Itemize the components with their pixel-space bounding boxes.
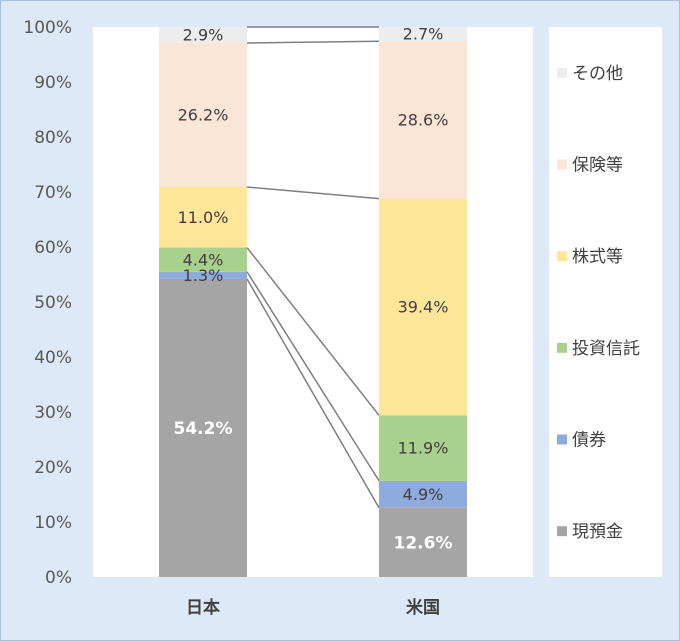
series-line bbox=[246, 40, 380, 44]
series-line bbox=[246, 247, 380, 416]
bar-segment-0-0 bbox=[159, 278, 247, 577]
legend-swatch bbox=[557, 159, 567, 170]
data-label: 2.9% bbox=[183, 26, 224, 45]
bar-segment-1-3 bbox=[379, 198, 467, 416]
bars-group bbox=[159, 27, 467, 577]
legend-label: 投資信託 bbox=[572, 339, 640, 359]
legend-label: 株式等 bbox=[572, 247, 623, 267]
x-category-label: 日本 bbox=[186, 597, 220, 618]
data-label: 2.7% bbox=[403, 24, 444, 43]
legend-swatch bbox=[557, 526, 567, 537]
y-tick-label: 100% bbox=[23, 18, 72, 38]
data-label: 11.9% bbox=[398, 439, 449, 458]
legend-swatch bbox=[557, 67, 567, 78]
data-label: 54.2% bbox=[174, 419, 233, 439]
bar-segment-0-3 bbox=[159, 187, 247, 248]
legend-label: 債券 bbox=[572, 430, 606, 450]
x-category-label: 米国 bbox=[406, 597, 440, 618]
x-axis-labels: 日本 米国 bbox=[186, 597, 440, 618]
bar-segment-1-0 bbox=[379, 507, 467, 577]
bar-segment-1-5 bbox=[379, 27, 467, 42]
y-tick-label: 80% bbox=[34, 128, 72, 148]
bar-segment-1-2 bbox=[379, 415, 467, 481]
data-label: 39.4% bbox=[398, 298, 449, 317]
legend-item: 投資信託 bbox=[557, 339, 640, 359]
bar-segment-0-4 bbox=[159, 42, 247, 188]
legend-item: 保険等 bbox=[557, 155, 623, 175]
data-label: 28.6% bbox=[398, 111, 449, 130]
y-tick-label: 0% bbox=[45, 568, 72, 588]
data-label: 12.6% bbox=[394, 533, 453, 553]
bar-segment-1-1 bbox=[379, 480, 467, 508]
data-label: 4.4% bbox=[183, 250, 224, 269]
data-labels-group: 54.2% 1.3%4.4% 11.0% 26.2% 2.9% 12.6% 4.9% 11.9… bbox=[174, 24, 453, 553]
data-label: 1.3% bbox=[183, 266, 224, 285]
data-label: 26.2% bbox=[178, 106, 229, 125]
legend-box bbox=[549, 27, 662, 577]
legend-item: 株式等 bbox=[557, 247, 623, 267]
y-tick-label: 20% bbox=[34, 458, 72, 478]
bar-segment-1-4 bbox=[379, 41, 467, 199]
y-tick-label: 70% bbox=[34, 183, 72, 203]
legend-swatch bbox=[557, 434, 567, 445]
legend-label: 現預金 bbox=[572, 522, 623, 542]
legend-item: 債券 bbox=[557, 430, 606, 450]
legend-item: その他 bbox=[557, 64, 623, 84]
y-tick-label: 10% bbox=[34, 513, 72, 533]
legend-swatch bbox=[557, 251, 567, 262]
series-lines-group bbox=[246, 26, 380, 509]
data-label: 4.9% bbox=[403, 485, 444, 504]
bar-segment-0-5 bbox=[159, 27, 247, 43]
data-label: 11.0% bbox=[178, 208, 229, 227]
y-axis-labels: 0% 10% 20% 30% 40% 50% 60% 70% 80% 90% 100% bbox=[23, 18, 72, 588]
y-tick-label: 90% bbox=[34, 73, 72, 93]
y-tick-label: 40% bbox=[34, 348, 72, 368]
y-tick-label: 30% bbox=[34, 403, 72, 423]
series-line bbox=[246, 278, 380, 509]
legend-item: 現預金 bbox=[557, 522, 623, 542]
legend-swatch bbox=[557, 342, 567, 353]
y-tick-label: 60% bbox=[34, 238, 72, 258]
bar-segment-0-1 bbox=[159, 271, 247, 279]
legend-label: 保険等 bbox=[572, 155, 623, 175]
y-tick-label: 50% bbox=[34, 293, 72, 313]
bar-segment-0-2 bbox=[159, 247, 247, 272]
series-line bbox=[246, 186, 380, 200]
series-line bbox=[246, 271, 380, 482]
legend-label: その他 bbox=[572, 64, 623, 84]
